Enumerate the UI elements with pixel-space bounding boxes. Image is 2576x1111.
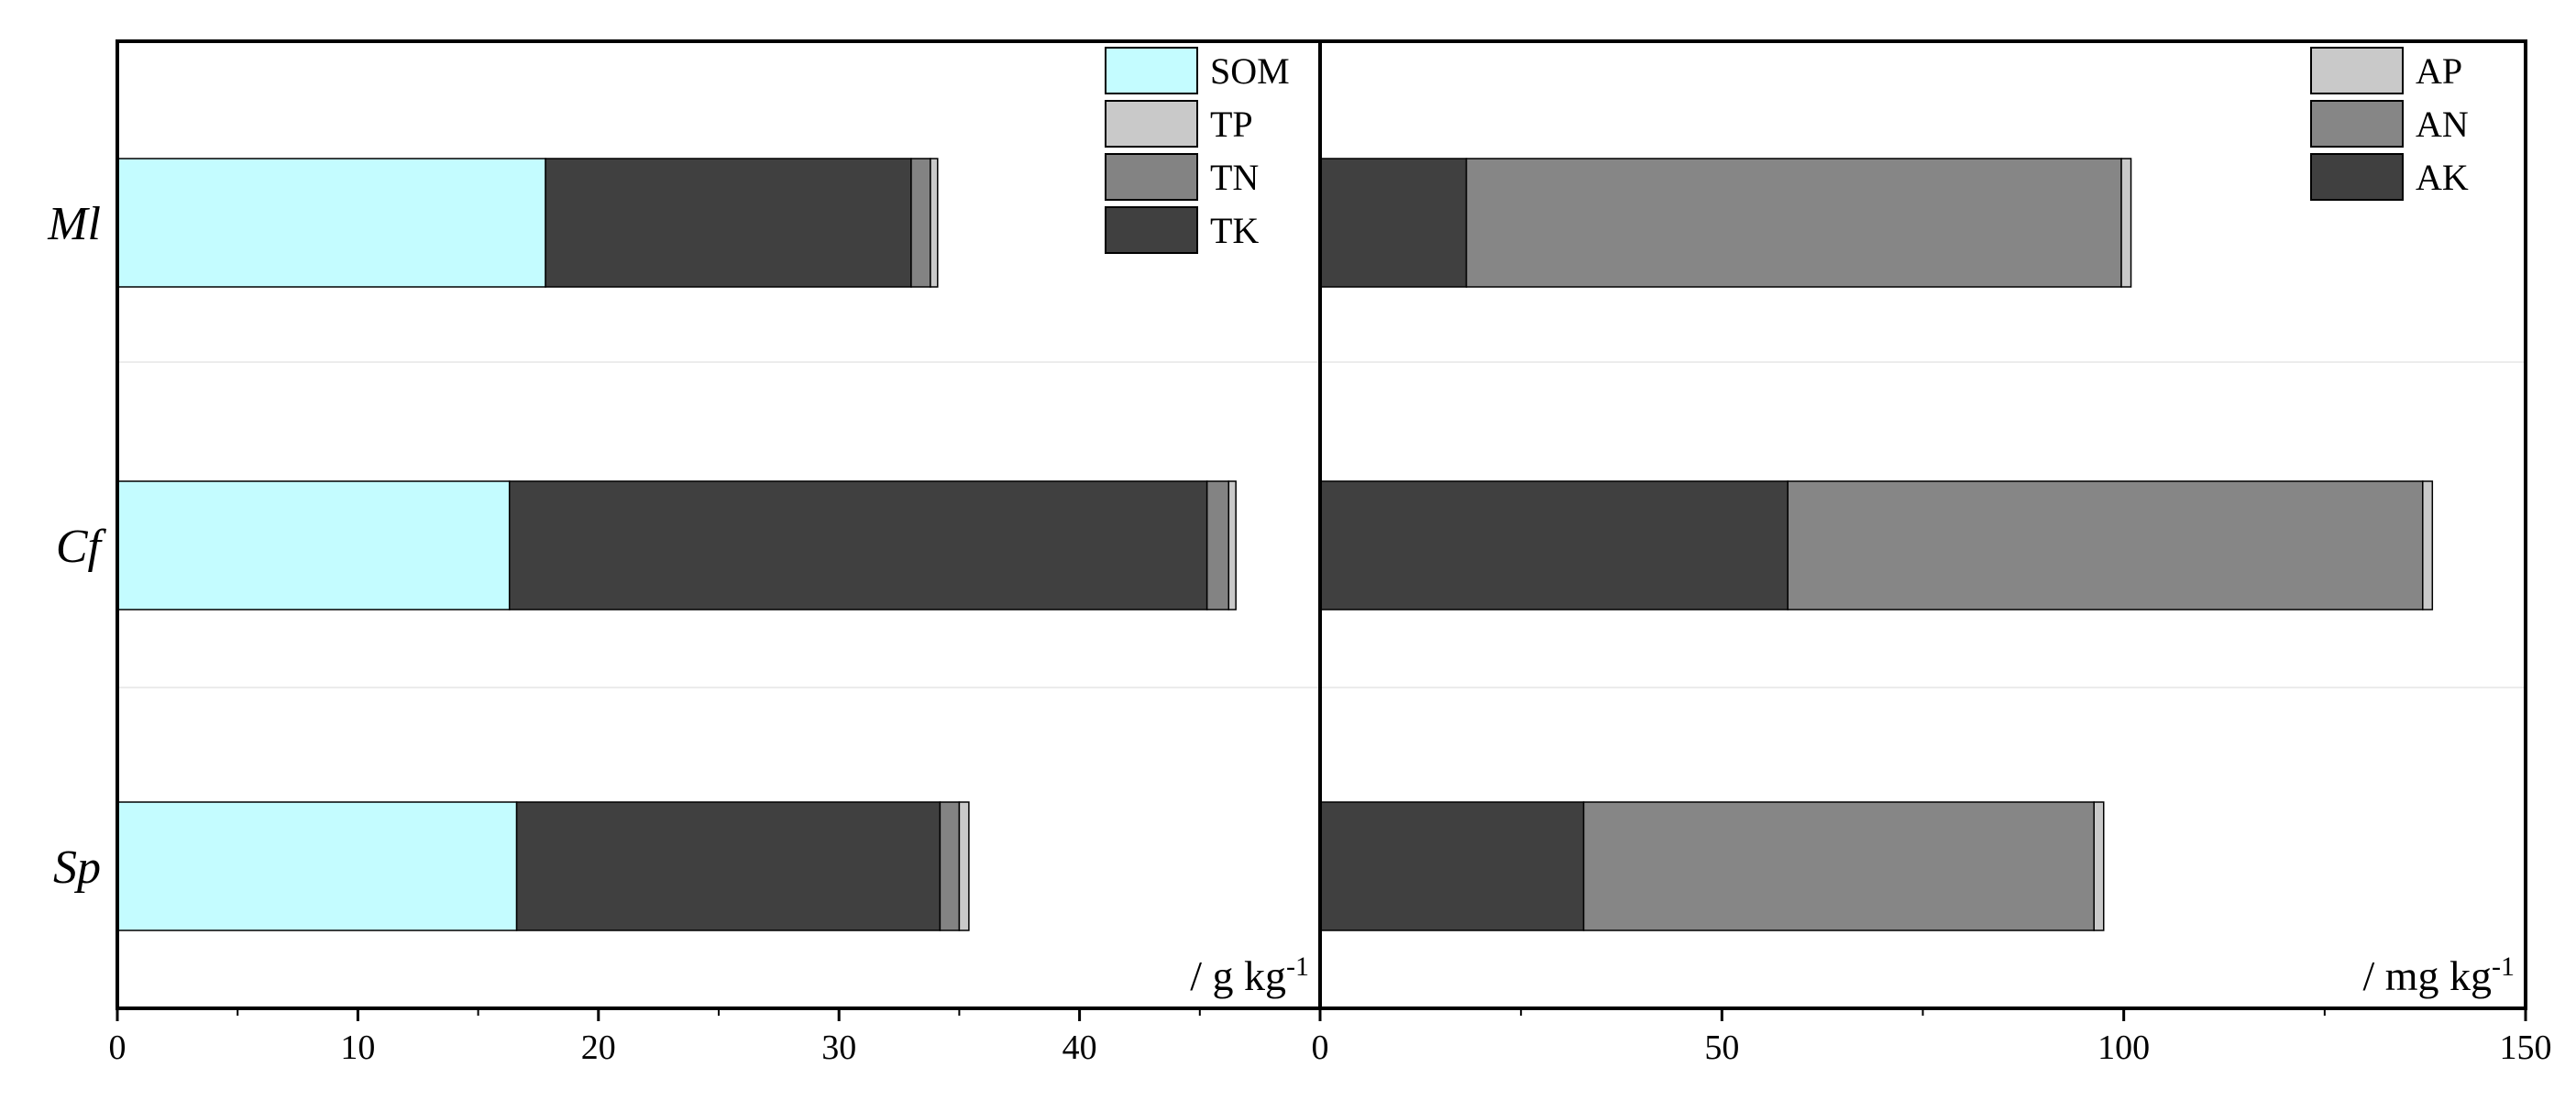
category-labels: Ml Cf Sp: [47, 198, 106, 894]
category-label-ml: Ml: [47, 198, 101, 250]
legend-label-ap: AP: [2416, 50, 2462, 92]
left-panel: SOM TP TN TK / g kg-1: [116, 47, 1309, 1000]
category-label-cf: Cf: [56, 521, 107, 573]
x-tick-label: 100: [2097, 1028, 2150, 1067]
x-tick-label: 0: [109, 1028, 127, 1067]
bar-ml-tn: [910, 158, 931, 288]
bar-ml-ap: [2120, 158, 2132, 288]
legend-swatch-tk: [1105, 206, 1198, 254]
legend-label-tn: TN: [1210, 157, 1259, 198]
bar-ml-tk: [545, 158, 912, 288]
bar-ml-som: [116, 158, 546, 288]
bar-ml-an: [1465, 158, 2122, 288]
legend-label-tk: TK: [1210, 210, 1259, 251]
x-tick-label: 50: [1704, 1028, 1739, 1067]
left-panel-unit-label: / g kg-1: [1190, 952, 1309, 1000]
legend-swatch-ap: [2310, 47, 2404, 94]
left-x-axis: 10 20 30 40 0: [109, 1006, 1320, 1067]
x-tick-label: 40: [1062, 1028, 1097, 1067]
left-panel-bars: [116, 158, 1237, 931]
legend-swatch-tn: [1105, 153, 1198, 201]
bar-cf-ak: [1319, 480, 1789, 610]
bar-ml-tp: [930, 158, 939, 288]
legend-label-an: AN: [2416, 104, 2469, 145]
right-x-axis: 0 50 100 150: [1312, 1006, 2552, 1067]
x-tick-label: 150: [2500, 1028, 2552, 1067]
legend-label-som: SOM: [1210, 50, 1290, 92]
left-panel-legend: SOM TP TN TK: [1105, 47, 1290, 254]
right-panel-bars: [1319, 158, 2434, 931]
bar-ml-ak: [1319, 158, 1468, 288]
legend-swatch-ak: [2310, 153, 2404, 201]
legend-swatch-an: [2310, 100, 2404, 148]
bar-cf-ap: [2422, 480, 2434, 610]
bar-cf-tn: [1205, 480, 1230, 610]
bar-sp-ap: [2093, 801, 2105, 931]
legend-swatch-tp: [1105, 100, 1198, 148]
bar-sp-ak: [1319, 801, 1585, 931]
right-panel-unit-label: / mg kg-1: [2362, 952, 2515, 1000]
category-label-sp: Sp: [53, 842, 101, 894]
right-panel: AP AN AK / mg kg-1: [1319, 47, 2515, 1000]
bar-sp-tn: [939, 801, 961, 931]
bar-cf-tk: [508, 480, 1208, 610]
x-tick-label: 20: [581, 1028, 616, 1067]
bar-sp-an: [1582, 801, 2095, 931]
right-panel-legend: AP AN AK: [2310, 47, 2469, 201]
bar-sp-tk: [515, 801, 941, 931]
x-tick-label: 0: [1312, 1028, 1329, 1067]
bar-cf-tp: [1227, 480, 1237, 610]
x-tick-label: 10: [340, 1028, 375, 1067]
bar-sp-som: [116, 801, 518, 931]
legend-swatch-som: [1105, 47, 1198, 94]
bar-cf-an: [1787, 480, 2424, 610]
bar-cf-som: [116, 480, 511, 610]
plot-frames: [116, 39, 2527, 1010]
legend-label-tp: TP: [1210, 104, 1253, 145]
legend-label-ak: AK: [2416, 157, 2469, 198]
bar-sp-tp: [958, 801, 970, 931]
x-tick-label: 30: [821, 1028, 856, 1067]
